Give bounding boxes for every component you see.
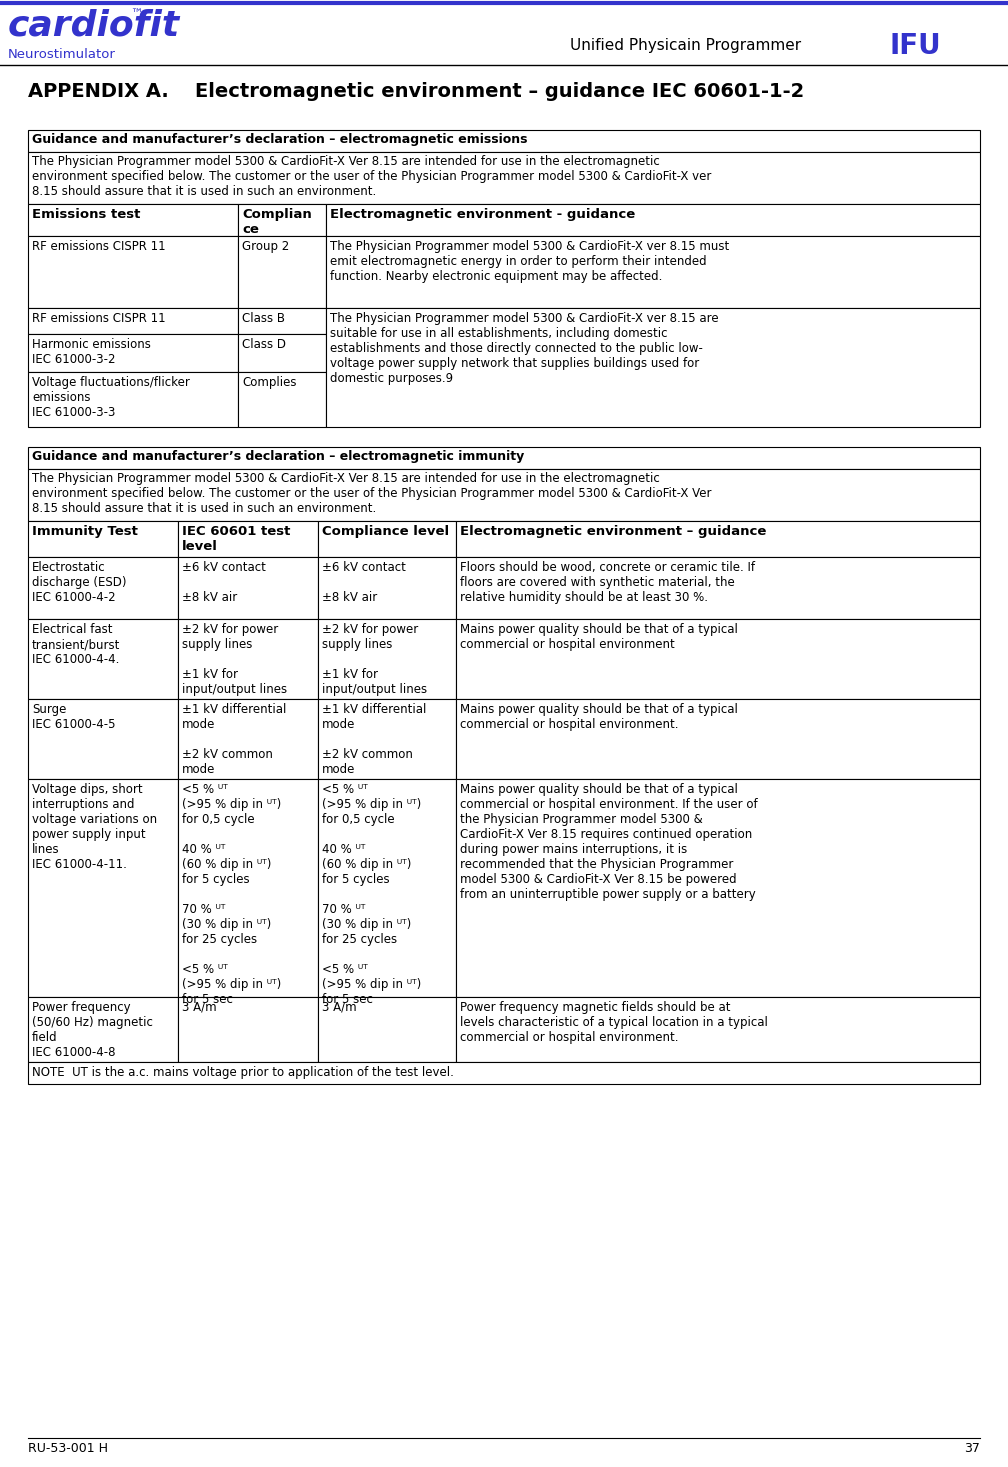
Text: Immunity Test: Immunity Test [32, 525, 138, 538]
Text: Mains power quality should be that of a typical
commercial or hospital environme: Mains power quality should be that of a … [460, 703, 738, 731]
Text: Harmonic emissions
IEC 61000-3-2: Harmonic emissions IEC 61000-3-2 [32, 337, 151, 365]
Text: NOTE  UT is the a.c. mains voltage prior to application of the test level.: NOTE UT is the a.c. mains voltage prior … [32, 1067, 454, 1080]
Text: Guidance and manufacturer’s declaration – electromagnetic immunity: Guidance and manufacturer’s declaration … [32, 450, 524, 464]
Bar [238, 236, 326, 308]
Bar [178, 619, 318, 698]
Bar [318, 557, 456, 619]
Text: Complies: Complies [242, 376, 296, 389]
Text: Mains power quality should be that of a typical
commercial or hospital environme: Mains power quality should be that of a … [460, 783, 758, 901]
Bar [28, 334, 238, 373]
Text: cardiofit: cardiofit [8, 7, 180, 43]
Bar [456, 779, 980, 998]
Text: Electrostatic
discharge (ESD)
IEC 61000-4-2: Electrostatic discharge (ESD) IEC 61000-… [32, 560, 126, 604]
Bar [238, 308, 326, 334]
Text: The Physician Programmer model 5300 & CardioFit-X ver 8.15 must
emit electromagn: The Physician Programmer model 5300 & Ca… [330, 241, 729, 283]
Text: Power frequency
(50/60 Hz) magnetic
field
IEC 61000-4-8: Power frequency (50/60 Hz) magnetic fiel… [32, 1000, 153, 1059]
Text: RU-53-001 H: RU-53-001 H [28, 1442, 108, 1455]
Bar [238, 334, 326, 373]
Bar [326, 308, 980, 427]
Bar [238, 204, 326, 236]
Bar [178, 779, 318, 998]
Text: The Physician Programmer model 5300 & CardioFit-X Ver 8.15 are intended for use : The Physician Programmer model 5300 & Ca… [32, 156, 712, 198]
Text: ™: ™ [130, 7, 142, 21]
Bar [178, 521, 318, 557]
Text: Class D: Class D [242, 337, 286, 351]
Text: Group 2: Group 2 [242, 241, 289, 252]
Bar [28, 698, 178, 779]
Text: The Physician Programmer model 5300 & CardioFit-X Ver 8.15 are intended for use : The Physician Programmer model 5300 & Ca… [32, 472, 712, 515]
Text: Mains power quality should be that of a typical
commercial or hospital environme: Mains power quality should be that of a … [460, 623, 738, 651]
Bar [456, 698, 980, 779]
Bar [28, 131, 980, 153]
Text: <5 % ᵁᵀ
(>95 % dip in ᵁᵀ)
for 0,5 cycle

40 % ᵁᵀ
(60 % dip in ᵁᵀ)
for 5 cycles

: <5 % ᵁᵀ (>95 % dip in ᵁᵀ) for 0,5 cycle … [322, 783, 421, 1006]
Bar [28, 998, 178, 1062]
Bar [178, 698, 318, 779]
Text: <5 % ᵁᵀ
(>95 % dip in ᵁᵀ)
for 0,5 cycle

40 % ᵁᵀ
(60 % dip in ᵁᵀ)
for 5 cycles

: <5 % ᵁᵀ (>95 % dip in ᵁᵀ) for 0,5 cycle … [182, 783, 281, 1006]
Text: ±1 kV differential
mode

±2 kV common
mode: ±1 kV differential mode ±2 kV common mod… [182, 703, 286, 776]
Text: RF emissions CISPR 11: RF emissions CISPR 11 [32, 312, 165, 326]
Text: Class B: Class B [242, 312, 285, 326]
Bar [28, 373, 238, 427]
Bar [28, 447, 980, 469]
Bar [318, 998, 456, 1062]
Text: Electromagnetic environment – guidance IEC 60601-1-2: Electromagnetic environment – guidance I… [195, 82, 804, 101]
Bar [28, 779, 178, 998]
Text: IEC 60601 test
level: IEC 60601 test level [182, 525, 290, 553]
Bar [456, 619, 980, 698]
Bar [28, 153, 980, 204]
Bar [28, 308, 238, 334]
Bar [318, 619, 456, 698]
Bar [28, 619, 178, 698]
Text: Surge
IEC 61000-4-5: Surge IEC 61000-4-5 [32, 703, 116, 731]
Text: RF emissions CISPR 11: RF emissions CISPR 11 [32, 241, 165, 252]
Bar [318, 698, 456, 779]
Text: Floors should be wood, concrete or ceramic tile. If
floors are covered with synt: Floors should be wood, concrete or ceram… [460, 560, 755, 604]
Text: Guidance and manufacturer’s declaration – electromagnetic emissions: Guidance and manufacturer’s declaration … [32, 133, 527, 147]
Text: 37: 37 [964, 1442, 980, 1455]
Bar [318, 521, 456, 557]
Bar [28, 1062, 980, 1084]
Text: ±2 kV for power
supply lines

±1 kV for
input/output lines: ±2 kV for power supply lines ±1 kV for i… [322, 623, 427, 695]
Bar [326, 236, 980, 308]
Bar [28, 521, 178, 557]
Text: Emissions test: Emissions test [32, 208, 140, 222]
Bar [326, 204, 980, 236]
Text: IFU: IFU [890, 32, 941, 60]
Text: ±6 kV contact

±8 kV air: ±6 kV contact ±8 kV air [182, 560, 266, 604]
Bar [238, 373, 326, 427]
Text: Electrical fast
transient/burst
IEC 61000-4-4.: Electrical fast transient/burst IEC 6100… [32, 623, 120, 666]
Bar [318, 779, 456, 998]
Text: APPENDIX A.: APPENDIX A. [28, 82, 168, 101]
Text: Complian
ce: Complian ce [242, 208, 311, 236]
Text: The Physician Programmer model 5300 & CardioFit-X ver 8.15 are
suitable for use : The Physician Programmer model 5300 & Ca… [330, 312, 719, 384]
Bar [456, 521, 980, 557]
Text: ±1 kV differential
mode

±2 kV common
mode: ±1 kV differential mode ±2 kV common mod… [322, 703, 426, 776]
Text: Compliance level: Compliance level [322, 525, 450, 538]
Text: Electromagnetic environment – guidance: Electromagnetic environment – guidance [460, 525, 766, 538]
Bar [178, 998, 318, 1062]
Bar [456, 557, 980, 619]
Text: Voltage dips, short
interruptions and
voltage variations on
power supply input
l: Voltage dips, short interruptions and vo… [32, 783, 157, 871]
Text: 3 A/m: 3 A/m [182, 1000, 217, 1014]
Bar [456, 998, 980, 1062]
Text: 3 A/m: 3 A/m [322, 1000, 357, 1014]
Text: Voltage fluctuations/flicker
emissions
IEC 61000-3-3: Voltage fluctuations/flicker emissions I… [32, 376, 190, 420]
Text: Power frequency magnetic fields should be at
levels characteristic of a typical : Power frequency magnetic fields should b… [460, 1000, 768, 1045]
Text: ±2 kV for power
supply lines

±1 kV for
input/output lines: ±2 kV for power supply lines ±1 kV for i… [182, 623, 287, 695]
Text: Electromagnetic environment - guidance: Electromagnetic environment - guidance [330, 208, 635, 222]
Bar [28, 236, 238, 308]
Text: Neurostimulator: Neurostimulator [8, 48, 116, 62]
Bar [178, 557, 318, 619]
Bar [28, 469, 980, 521]
Bar [28, 557, 178, 619]
Text: ±6 kV contact

±8 kV air: ±6 kV contact ±8 kV air [322, 560, 406, 604]
Text: Unified Physicain Programmer: Unified Physicain Programmer [570, 38, 801, 53]
Bar [28, 204, 238, 236]
